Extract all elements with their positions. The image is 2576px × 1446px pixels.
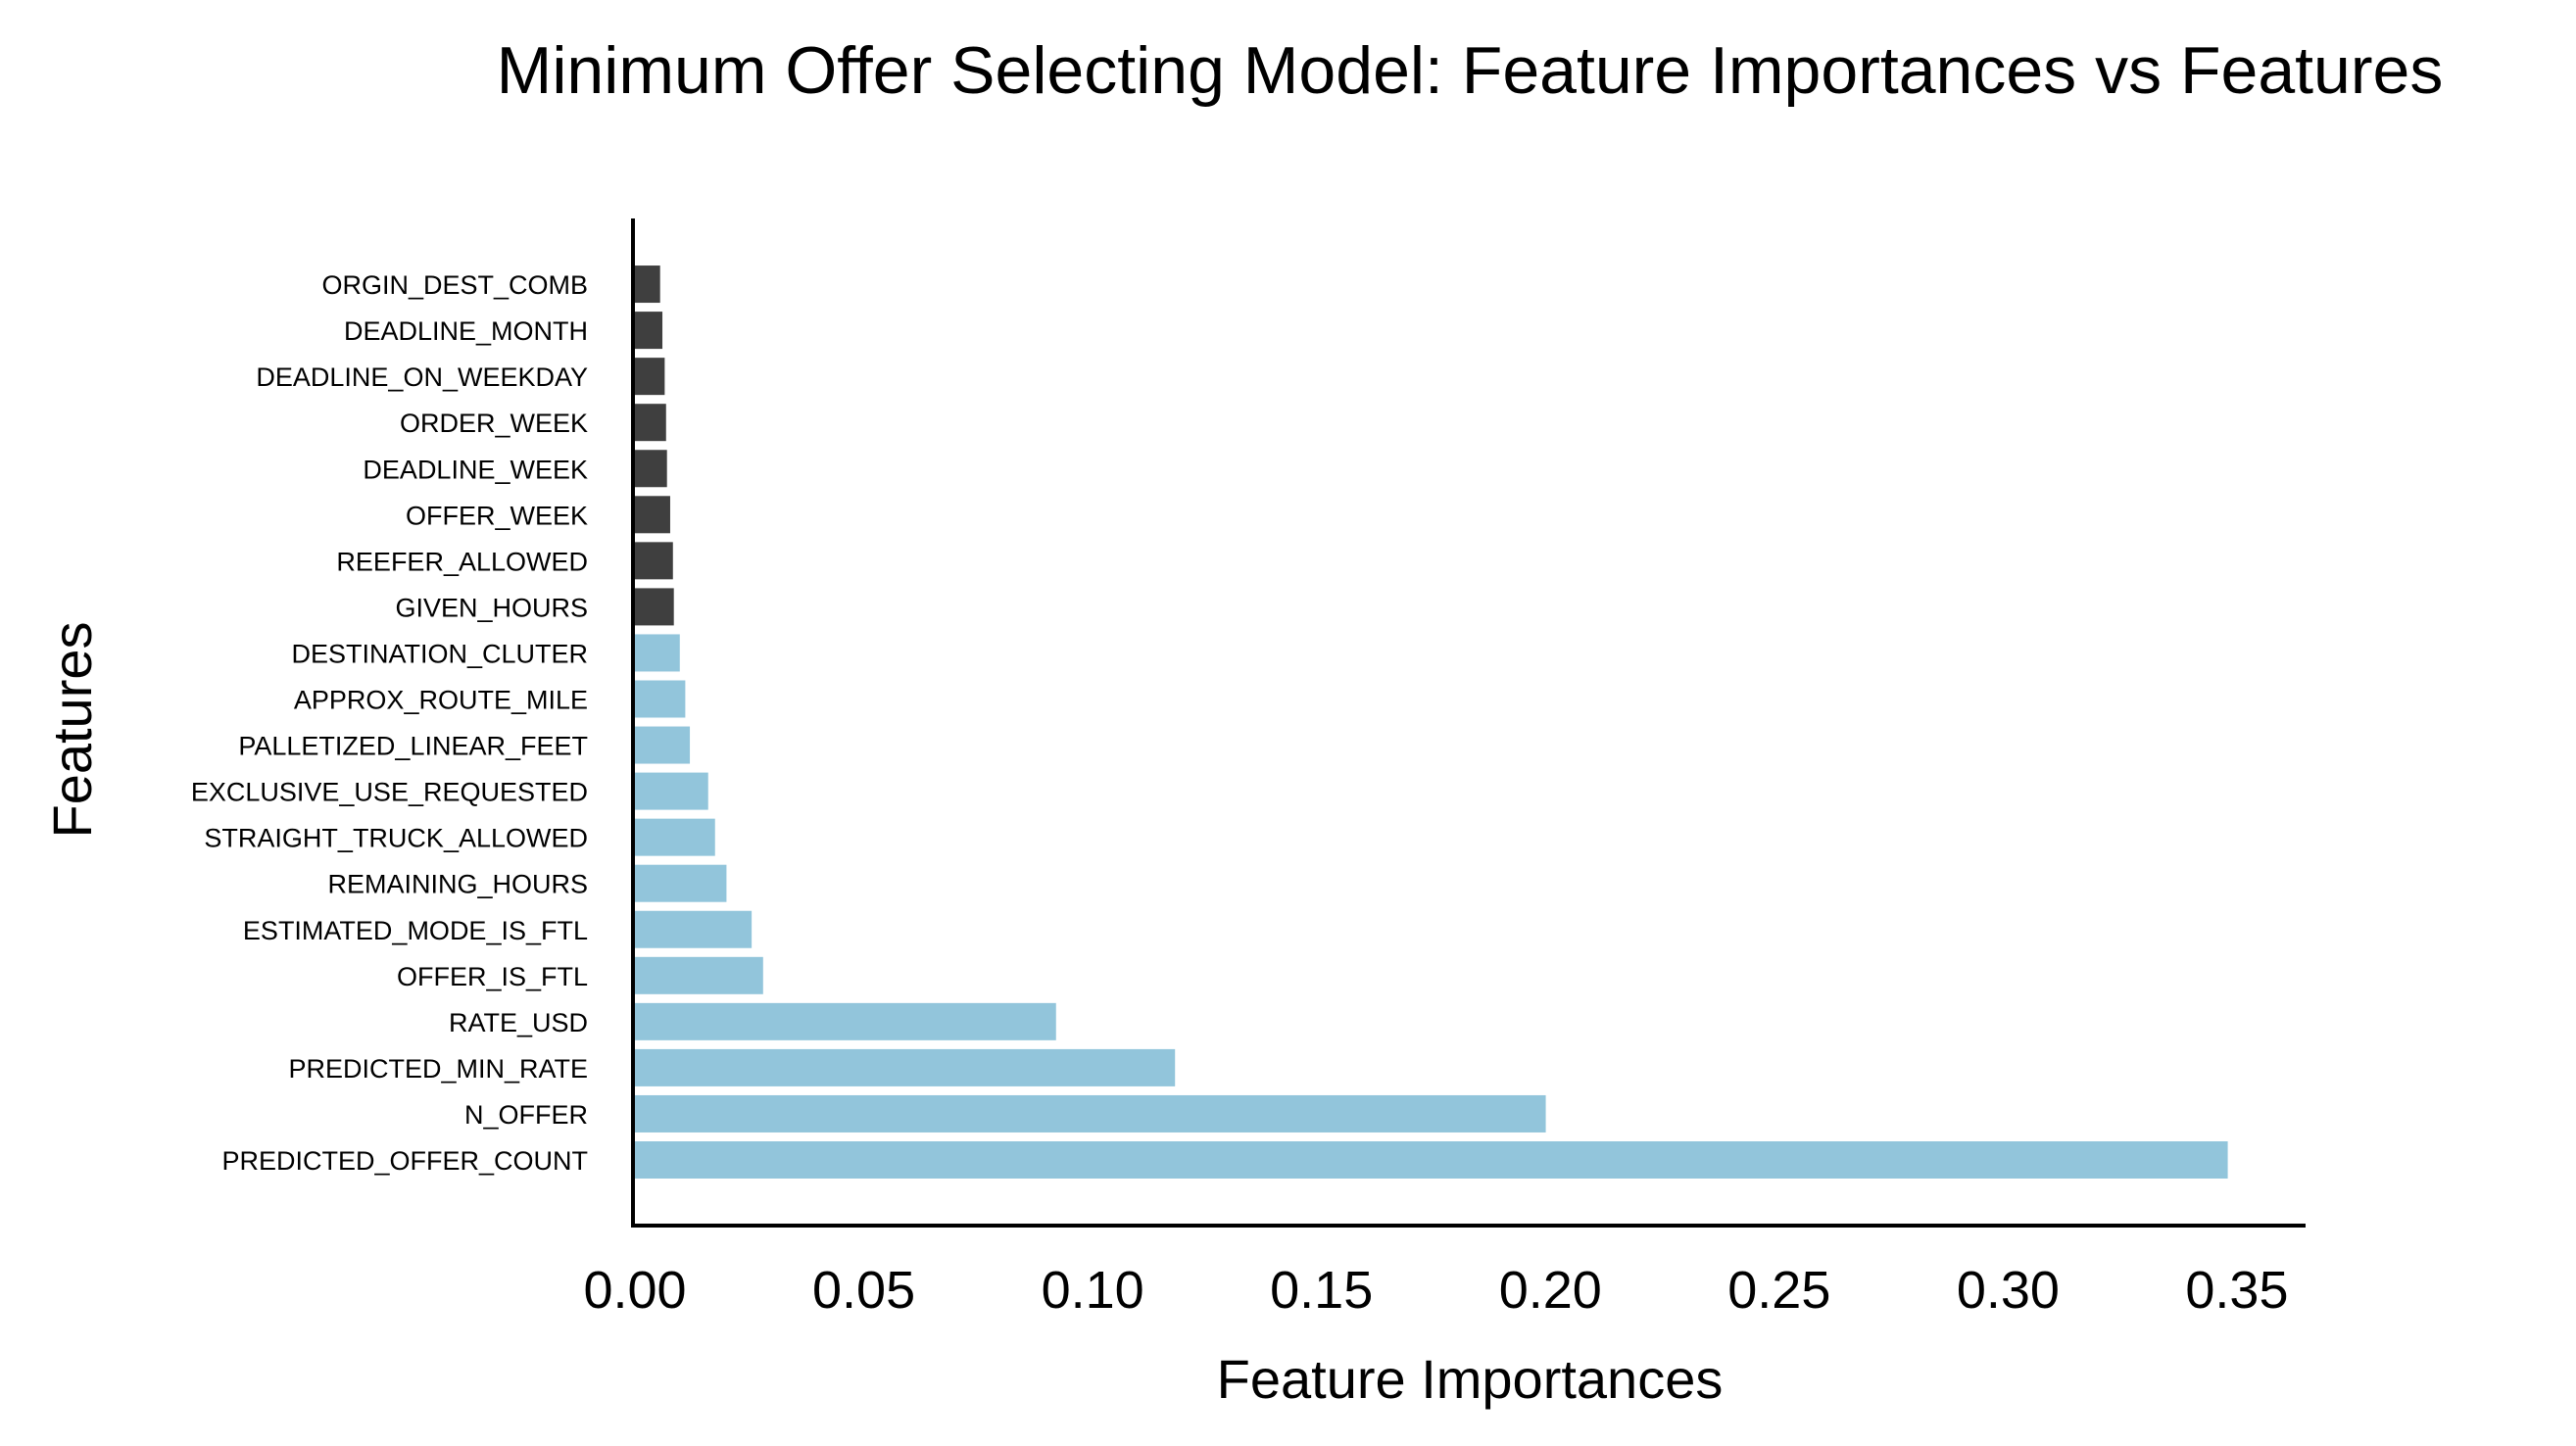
chart-title: Minimum Offer Selecting Model: Feature I…	[497, 33, 2444, 108]
bar-palletized-linear-feet	[635, 726, 691, 764]
y-tick-label-orgin-dest-comb: ORGIN_DEST_COMB	[321, 270, 588, 300]
y-tick-label-offer-is-ftl: OFFER_IS_FTL	[397, 962, 588, 991]
y-tick-label-n-offer: N_OFFER	[464, 1100, 588, 1130]
bar-given-hours	[635, 588, 674, 626]
y-tick-label-given-hours: GIVEN_HOURS	[395, 593, 588, 622]
y-tick-label-deadline-week: DEADLINE_WEEK	[363, 455, 588, 484]
bar-order-week	[635, 404, 666, 442]
bar-orgin-dest-comb	[635, 265, 660, 304]
x-tick-label-1: 0.05	[812, 1261, 915, 1320]
bar-approx-route-mile	[635, 680, 686, 718]
bar-destination-cluter	[635, 634, 680, 672]
bar-n-offer	[635, 1094, 1546, 1133]
x-tick-label-4: 0.20	[1499, 1261, 1602, 1320]
y-tick-label-straight-truck-allowed: STRAIGHT_TRUCK_ALLOWED	[204, 824, 588, 853]
y-tick-label-estimated-mode-is-ftl: ESTIMATED_MODE_IS_FTL	[243, 916, 588, 945]
x-axis-label: Feature Importances	[1217, 1348, 1724, 1410]
x-tick-labels: 0.00 0.05 0.10 0.15 0.20 0.25 0.30 0.35	[583, 1261, 2288, 1320]
x-tick-label-2: 0.10	[1042, 1261, 1144, 1320]
x-tick-label-5: 0.25	[1727, 1261, 1830, 1320]
bar-straight-truck-allowed	[635, 818, 715, 856]
bar-remaining-hours	[635, 864, 727, 902]
bars-group	[635, 265, 2228, 1179]
bar-exclusive-use-requested	[635, 772, 708, 810]
y-tick-label-palletized-linear-feet: PALLETIZED_LINEAR_FEET	[238, 732, 588, 761]
bar-deadline-month	[635, 312, 663, 350]
bar-rate-usd	[635, 1002, 1056, 1040]
y-tick-labels: PREDICTED_OFFER_COUNT N_OFFER PREDICTED_MI…	[191, 270, 588, 1176]
y-tick-label-deadline-on-weekday: DEADLINE_ON_WEEKDAY	[256, 362, 588, 392]
bar-predicted-min-rate	[635, 1048, 1176, 1086]
y-tick-label-predicted-min-rate: PREDICTED_MIN_RATE	[288, 1054, 588, 1084]
bar-deadline-on-weekday	[635, 358, 665, 396]
x-tick-label-7: 0.35	[2185, 1261, 2288, 1320]
y-tick-label-approx-route-mile: APPROX_ROUTE_MILE	[294, 686, 588, 715]
y-tick-label-predicted-offer-count: PREDICTED_OFFER_COUNT	[221, 1146, 588, 1176]
x-tick-label-6: 0.30	[1957, 1261, 2060, 1320]
y-tick-label-order-week: ORDER_WEEK	[400, 409, 588, 438]
bar-offer-week	[635, 496, 670, 534]
bar-deadline-week	[635, 450, 667, 488]
y-tick-label-deadline-month: DEADLINE_MONTH	[344, 316, 588, 346]
y-tick-label-exclusive-use-requested: EXCLUSIVE_USE_REQUESTED	[191, 778, 588, 807]
y-tick-label-rate-usd: RATE_USD	[449, 1008, 588, 1037]
x-tick-label-3: 0.15	[1270, 1261, 1373, 1320]
y-tick-label-destination-cluter: DESTINATION_CLUTER	[291, 639, 588, 668]
y-tick-label-reefer-allowed: REEFER_ALLOWED	[336, 547, 588, 576]
bar-reefer-allowed	[635, 542, 673, 580]
x-tick-label-0: 0.00	[583, 1261, 686, 1320]
bar-offer-is-ftl	[635, 956, 763, 994]
bar-estimated-mode-is-ftl	[635, 910, 753, 948]
y-axis-label: Features	[41, 622, 103, 839]
y-tick-label-offer-week: OFFER_WEEK	[406, 501, 588, 530]
y-tick-label-remaining-hours: REMAINING_HOURS	[327, 870, 588, 899]
bar-predicted-offer-count	[635, 1141, 2228, 1179]
